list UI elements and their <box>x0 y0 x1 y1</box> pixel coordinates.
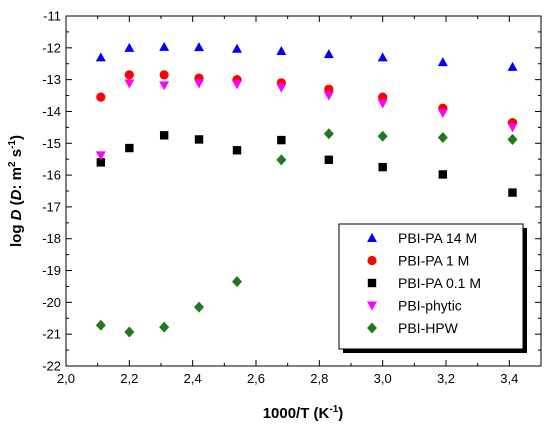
series-pbi-pa-14-m <box>95 41 518 71</box>
data-point <box>378 92 388 102</box>
x-tick-label: 2,6 <box>247 371 265 386</box>
data-point <box>323 91 334 101</box>
data-point <box>232 276 242 288</box>
data-point <box>377 52 388 62</box>
x-tick-label: 2,4 <box>184 371 202 386</box>
data-point <box>277 135 286 145</box>
y-tick-label: -15 <box>42 136 61 151</box>
y-tick-label: -18 <box>42 231 61 246</box>
data-point <box>194 79 204 89</box>
legend-marker <box>367 278 377 288</box>
data-point <box>124 79 135 89</box>
x-tick-label: 2,2 <box>120 371 138 386</box>
y-tick-label: -19 <box>42 263 61 278</box>
data-point <box>96 158 106 167</box>
data-point <box>95 151 106 161</box>
data-point <box>194 135 204 144</box>
data-point <box>437 132 448 144</box>
data-point <box>194 301 204 313</box>
legend-label: PBI-PA 14 M <box>398 230 477 246</box>
data-point <box>125 143 134 153</box>
legend-marker <box>367 255 377 266</box>
y-tick-label: -16 <box>42 168 61 183</box>
x-tick-label: 3,2 <box>437 371 455 386</box>
data-point <box>378 162 387 172</box>
data-point <box>159 41 170 51</box>
series-pbi-pa-0-1-m <box>96 131 517 197</box>
y-tick-label: -22 <box>42 359 61 374</box>
data-point <box>377 130 388 142</box>
data-point <box>232 146 242 155</box>
data-point <box>276 154 287 166</box>
data-point <box>124 70 134 80</box>
legend-marker <box>367 322 377 334</box>
data-point <box>437 57 448 67</box>
x-tick-label: 3,0 <box>374 371 392 386</box>
y-tick-label: -21 <box>42 327 61 342</box>
legend-marker <box>367 233 377 242</box>
legend-label: PBI-HPW <box>398 320 459 336</box>
data-point <box>124 326 135 338</box>
x-tick-label: 2,8 <box>310 371 328 386</box>
series-pbi-phytic <box>95 79 518 161</box>
y-axis-title: log D (D: m2 s-1) <box>7 135 25 247</box>
y-tick-label: -20 <box>42 295 61 310</box>
y-tick-label: -13 <box>42 72 61 87</box>
y-tick-label: -11 <box>43 9 61 24</box>
y-tick-label: -14 <box>42 104 61 119</box>
data-point <box>95 52 106 62</box>
y-tick-label: -17 <box>42 199 61 214</box>
data-marks <box>95 41 518 338</box>
data-point <box>159 321 170 333</box>
x-tick-label: 3,4 <box>500 371 518 386</box>
data-point <box>438 170 448 179</box>
data-point <box>377 99 388 109</box>
data-point <box>323 128 334 140</box>
data-point <box>124 42 135 52</box>
data-point <box>232 43 242 53</box>
data-point <box>437 109 448 119</box>
legend-marker <box>367 301 377 311</box>
legend-label: PBI-PA 0.1 M <box>398 275 481 291</box>
legend: PBI-PA 14 M PBI-PA 1 M PBI-PA 0.1 M PBI-phy… <box>338 223 527 353</box>
data-point <box>508 188 517 197</box>
y-tick-label: -12 <box>42 40 61 55</box>
data-point <box>194 42 204 52</box>
data-point <box>507 133 518 145</box>
data-point <box>507 123 518 133</box>
data-point <box>159 70 169 80</box>
data-point <box>507 61 518 71</box>
data-point <box>159 131 169 140</box>
x-axis-title: 1000/T (K-1) <box>263 404 344 422</box>
data-point <box>232 80 242 90</box>
data-point <box>324 84 334 94</box>
legend-label: PBI-PA 1 M <box>398 253 469 269</box>
data-point <box>324 155 334 165</box>
data-point <box>323 49 334 59</box>
axis-ticks: 2,0 2,2 2,4 2,6 2,8 3,0 3,2 3,4 -11 -12 -13 -14 -15 -… <box>42 9 541 386</box>
series-pbi-hpw <box>95 128 518 338</box>
data-point <box>159 81 170 91</box>
data-point <box>96 92 106 102</box>
data-point <box>95 319 106 331</box>
legend-label: PBI-phytic <box>398 298 462 314</box>
data-point <box>276 83 287 93</box>
x-tick-label: 2,0 <box>57 371 75 386</box>
data-point <box>276 46 287 55</box>
